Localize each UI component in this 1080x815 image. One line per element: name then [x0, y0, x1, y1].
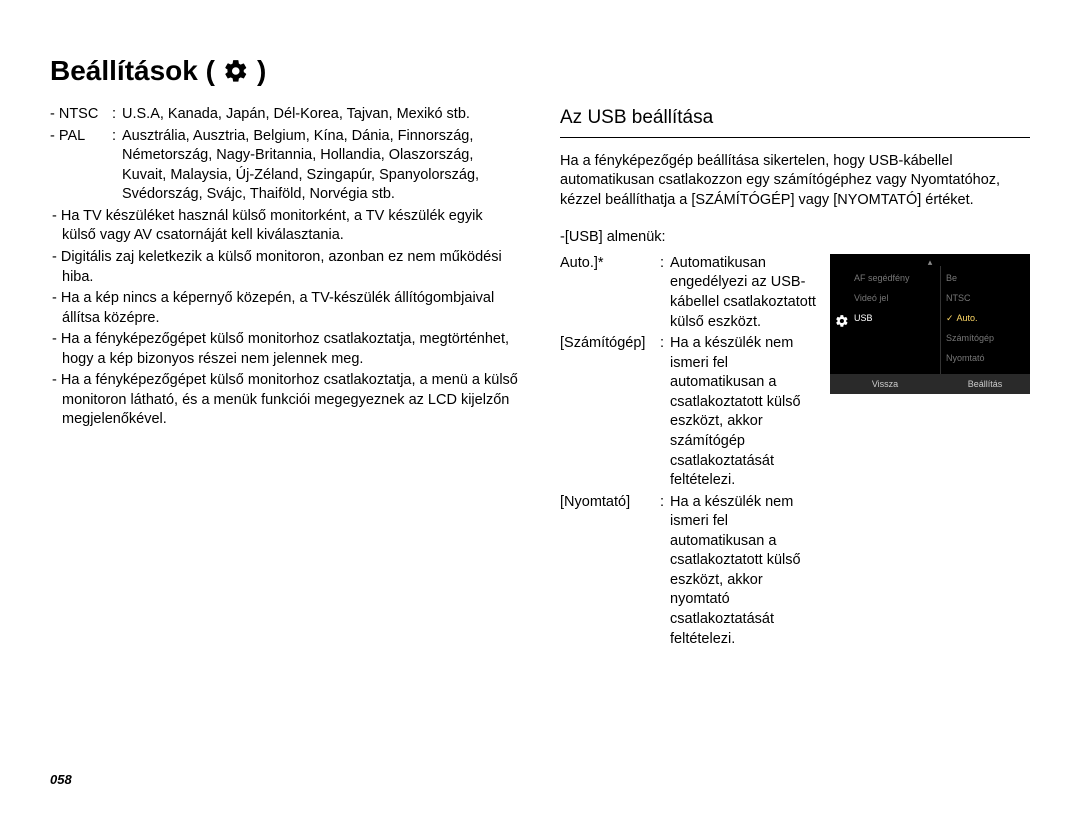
right-column: Az USB beállítása Ha a fényképezőgép beá… — [560, 105, 1030, 651]
menu-row-right: Nyomtató — [940, 352, 1030, 364]
menu-footer-set: Beállítás — [940, 378, 1030, 390]
menu-row-right: Be — [940, 272, 1030, 284]
left-column: - NTSC : U.S.A, Kanada, Japán, Dél-Korea… — [50, 105, 520, 651]
title-text: Beállítások ( — [50, 55, 215, 87]
menu-row-right: NTSC — [940, 292, 1030, 304]
usb-print-row: [Nyomtató] : Ha a készülék nem ismeri fe… — [560, 493, 820, 650]
menu-row: USB✓Auto. — [830, 308, 1030, 328]
bullet-2: - Digitális zaj keletkezik a külső monit… — [50, 248, 520, 287]
bullet-5: - Ha a fényképezőgépet külső monitorhoz … — [50, 371, 520, 430]
ntsc-key: - NTSC — [50, 105, 112, 125]
menu-divider — [940, 266, 941, 374]
usb-auto-val: Automatikusan engedélyezi az USB-kábelle… — [670, 254, 820, 332]
section-title: Az USB beállítása — [560, 105, 1030, 138]
pal-key: - PAL — [50, 127, 112, 205]
pal-val: Ausztrália, Ausztria, Belgium, Kína, Dán… — [122, 127, 520, 205]
usb-comp-row: [Számítógép] : Ha a készülék nem ismeri … — [560, 334, 820, 491]
ntsc-row: - NTSC : U.S.A, Kanada, Japán, Dél-Korea… — [50, 105, 520, 125]
colon: : — [660, 254, 670, 332]
menu-row-left: Videó jel — [830, 292, 940, 304]
usb-comp-key: [Számítógép] — [560, 334, 660, 491]
menu-footer-back: Vissza — [830, 378, 940, 390]
usb-print-key: [Nyomtató] — [560, 493, 660, 650]
menu-row-left: AF segédfény — [830, 272, 940, 284]
usb-auto-row: Auto.]* : Automatikusan engedélyezi az U… — [560, 254, 820, 332]
submenu-label: -[USB] almenük: — [560, 228, 1030, 248]
menu-row: Videó jelNTSC — [830, 288, 1030, 308]
menu-footer: Vissza Beállítás — [830, 374, 1030, 394]
menu-up-arrow-icon: ▴ — [830, 254, 1030, 268]
title-close: ) — [257, 55, 266, 87]
menu-row: Nyomtató — [830, 348, 1030, 368]
page-title: Beállítások ( ) — [50, 55, 1030, 87]
ntsc-val: U.S.A, Kanada, Japán, Dél-Korea, Tajvan,… — [122, 105, 520, 125]
bullet-1: - Ha TV készüléket használ külső monitor… — [50, 207, 520, 246]
menu-row-right: Számítógép — [940, 332, 1030, 344]
colon: : — [660, 493, 670, 650]
check-icon: ✓ — [946, 313, 954, 323]
menu-row: AF segédfényBe — [830, 268, 1030, 288]
pal-row: - PAL : Ausztrália, Ausztria, Belgium, K… — [50, 127, 520, 205]
usb-print-val: Ha a készülék nem ismeri fel automatikus… — [670, 493, 820, 650]
colon: : — [112, 127, 122, 205]
menu-row-right: ✓Auto. — [940, 312, 1030, 324]
menu-row: Számítógép — [830, 328, 1030, 348]
colon: : — [660, 334, 670, 491]
usb-auto-key: Auto.]* — [560, 254, 660, 332]
bullet-4: - Ha a fényképezőgépet külső monitorhoz … — [50, 330, 520, 369]
camera-menu-screenshot: ▴ AF segédfényBeVideó jelNTSCUSB✓Auto.Sz… — [830, 254, 1030, 394]
gear-icon — [223, 58, 249, 84]
page-number: 058 — [50, 772, 72, 787]
colon: : — [112, 105, 122, 125]
usb-comp-val: Ha a készülék nem ismeri fel automatikus… — [670, 334, 820, 491]
intro-text: Ha a fényképezőgép beállítása sikertelen… — [560, 152, 1030, 211]
bullet-3: - Ha a kép nincs a képernyő közepén, a T… — [50, 289, 520, 328]
menu-row-left: USB — [830, 312, 940, 324]
